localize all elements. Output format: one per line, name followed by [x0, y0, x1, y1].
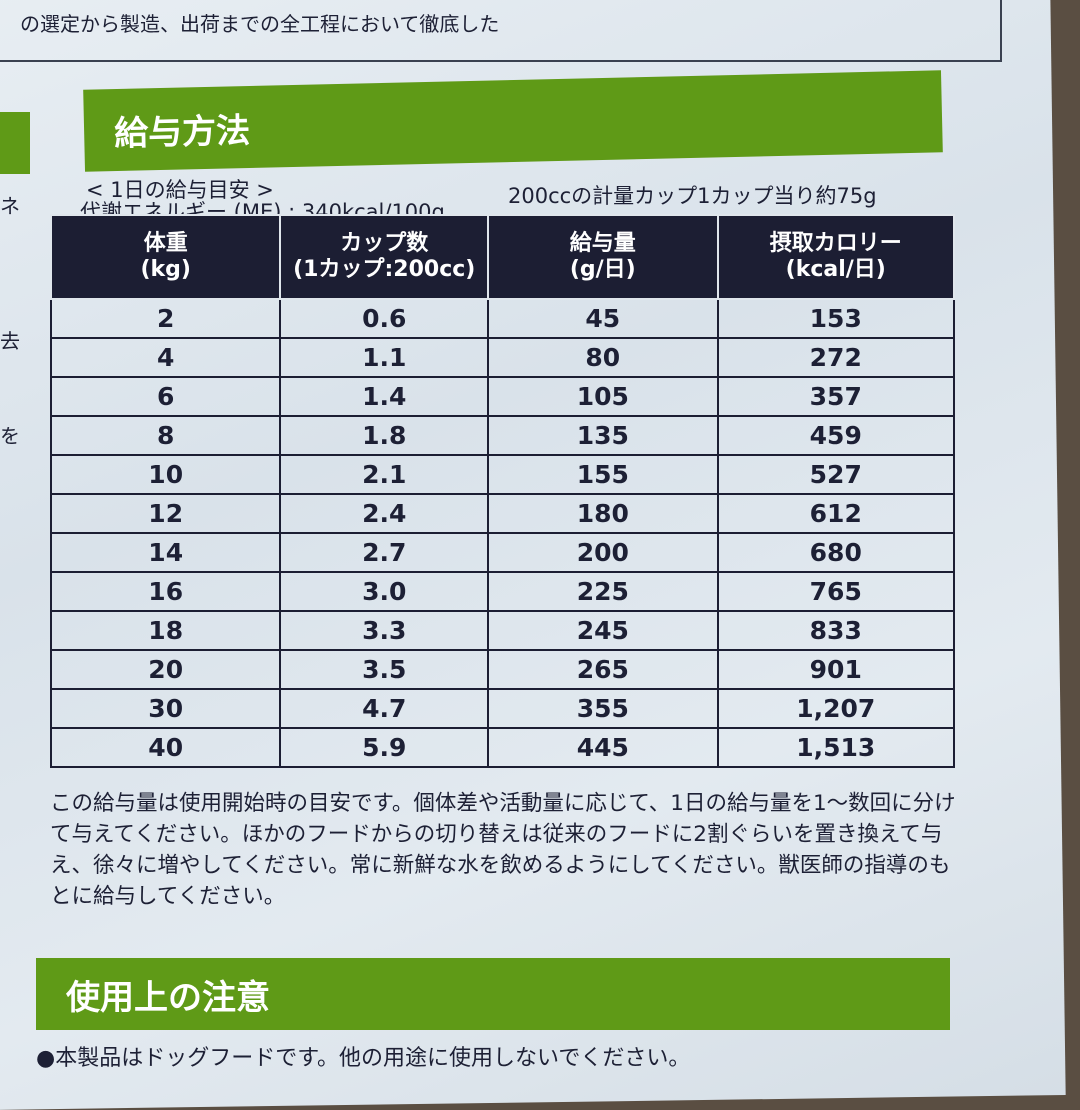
table-cell: 80	[487, 337, 719, 378]
table-cell: 3.3	[279, 610, 490, 651]
table-cell: 105	[487, 376, 719, 417]
table-cell: 8	[49, 415, 282, 456]
column-header: カップ数 (1カップ:200cc)	[279, 214, 490, 300]
table-cell: 18	[49, 610, 282, 651]
table-cell: 265	[487, 649, 719, 690]
column-header: 体重 (kg)	[49, 214, 282, 300]
table-cell: 1.8	[279, 415, 490, 456]
table-cell: 2.4	[279, 493, 490, 534]
table-cell: 2.1	[279, 454, 490, 495]
table-row: 14 2.7 200 680	[49, 532, 955, 573]
table-cell: 3.0	[279, 571, 490, 612]
section-header-caution: 使用上の注意	[36, 958, 950, 1030]
table-cell: 10	[49, 454, 282, 495]
table-cell: 6	[49, 376, 282, 417]
table-cell: 0.6	[279, 298, 490, 339]
section-title: 使用上の注意	[66, 977, 270, 1018]
subtitle: < 1日の給与目安 >	[86, 178, 274, 202]
table-cell: 2	[49, 298, 282, 339]
table-cell: 3.5	[279, 649, 490, 690]
table-row: 18 3.3 245 833	[49, 610, 955, 651]
column-header: 給与量 (g/日)	[487, 214, 719, 300]
table-cell: 445	[487, 727, 719, 768]
section-title: 給与方法	[113, 110, 251, 154]
table-cell: 16	[49, 571, 282, 612]
header-line: (kcal/日)	[785, 257, 886, 282]
table-cell: 225	[487, 571, 719, 612]
side-green-bar	[0, 112, 30, 174]
table-row: 20 3.5 265 901	[49, 649, 955, 690]
top-text: の選定から製造、出荷までの全工程において徹底した	[20, 12, 500, 36]
top-box: の選定から製造、出荷までの全工程において徹底した	[0, 0, 1002, 62]
table-cell: 355	[487, 688, 719, 729]
header-line: 摂取カロリー	[769, 230, 902, 256]
table-cell: 2.7	[279, 532, 490, 573]
table-cell: 4.7	[279, 688, 490, 729]
table-cell: 180	[487, 493, 719, 534]
table-cell: 765	[716, 571, 955, 612]
table-cell: 200	[487, 532, 719, 573]
table-row: 4 1.1 80 272	[49, 337, 955, 378]
header-line: 給与量	[569, 230, 636, 256]
left-fragment: を	[0, 424, 20, 448]
table-cell: 1,513	[716, 727, 955, 768]
caution-item: ●本製品はドッグフードです。他の用途に使用しないでください。	[36, 1046, 691, 1071]
table-cell: 135	[487, 415, 719, 456]
table-row: 6 1.4 105 357	[49, 376, 955, 417]
table-cell: 30	[49, 688, 282, 729]
table-row: 2 0.6 45 153	[49, 298, 955, 339]
table-cell: 833	[716, 610, 955, 651]
table-row: 30 4.7 355 1,207	[49, 688, 955, 729]
header-line: (kg)	[140, 257, 191, 282]
table-cell: 5.9	[279, 727, 490, 768]
table-row: 16 3.0 225 765	[49, 571, 955, 612]
header-line: (1カップ:200cc)	[293, 257, 476, 282]
table-cell: 45	[487, 298, 719, 339]
table-cell: 12	[49, 493, 282, 534]
feeding-note: この給与量は使用開始時の目安です。個体差や活動量に応じて、1日の給与量を1～数回…	[50, 791, 956, 909]
header-line: 体重	[143, 230, 188, 256]
table-row: 10 2.1 155 527	[49, 454, 955, 495]
table-cell: 155	[487, 454, 719, 495]
left-fragment: ネ	[0, 194, 20, 218]
table-cell: 357	[716, 376, 955, 417]
table-row: 40 5.9 445 1,513	[49, 727, 955, 768]
table-cell: 272	[716, 337, 955, 378]
table-cell: 40	[49, 727, 282, 768]
left-fragment: 去	[0, 329, 20, 353]
table-row: 12 2.4 180 612	[49, 493, 955, 534]
table-cell: 1.4	[279, 376, 490, 417]
table-cell: 4	[49, 337, 282, 378]
table-cell: 245	[487, 610, 719, 651]
table-cell: 14	[49, 532, 282, 573]
header-line: (g/日)	[569, 257, 636, 282]
header-line: カップ数	[340, 230, 429, 256]
table-cell: 20	[49, 649, 282, 690]
table-cell: 459	[716, 415, 955, 456]
feeding-table: 体重 (kg) カップ数 (1カップ:200cc) 給与量 (g/日) 摂取カロリー (kca…	[49, 214, 955, 768]
cup-info: 200ccの計量カップ1カップ当り約75g	[508, 184, 877, 208]
table-cell: 153	[716, 298, 955, 339]
table-cell: 527	[716, 454, 955, 495]
table-cell: 1,207	[716, 688, 955, 729]
table-cell: 1.1	[279, 337, 490, 378]
column-header: 摂取カロリー (kcal/日)	[716, 214, 955, 300]
table-cell: 901	[716, 649, 955, 690]
table-row: 8 1.8 135 459	[49, 415, 955, 456]
table-cell: 612	[716, 493, 955, 534]
table-cell: 680	[716, 532, 955, 573]
